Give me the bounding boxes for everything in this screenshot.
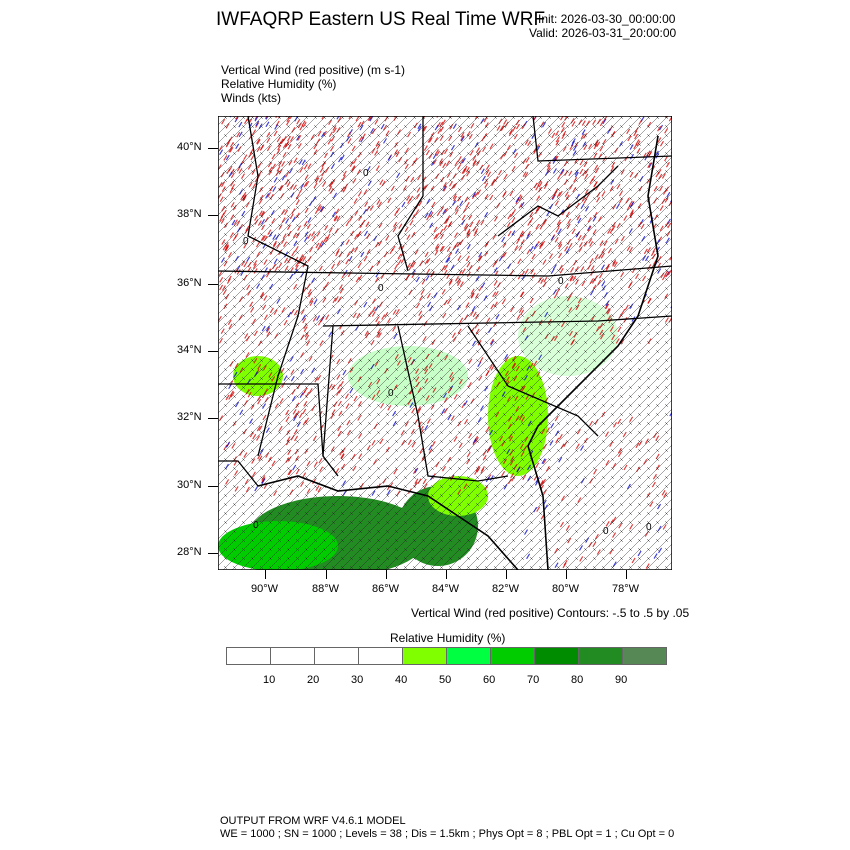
- lat-tick: [208, 148, 218, 149]
- lat-tick: [208, 284, 218, 285]
- lon-tick-label: 90°W: [251, 583, 279, 595]
- colorbar-box: [491, 648, 535, 664]
- colorbar-box: [447, 648, 491, 664]
- plot-title: IWFAQRP Eastern US Real Time WRF: [216, 9, 546, 30]
- colorbar-label: 90: [615, 674, 628, 686]
- lon-tick: [265, 570, 266, 579]
- colorbar-label: 60: [483, 674, 496, 686]
- colorbar-label: 10: [263, 674, 276, 686]
- contour-label: 0: [253, 520, 259, 531]
- colorbar-box: [227, 648, 271, 664]
- colorbar-box: [579, 648, 623, 664]
- lon-tick-label: 86°W: [372, 583, 400, 595]
- lon-tick: [566, 570, 567, 579]
- contour-info: Vertical Wind (red positive) Contours: -…: [411, 606, 690, 620]
- colorbar-label: 50: [439, 674, 452, 686]
- wind-barbs: [218, 116, 672, 570]
- contour-label: 0: [378, 283, 384, 294]
- valid-time: Valid: 2026-03-31_20:00:00: [529, 26, 677, 40]
- lon-tick: [506, 570, 507, 579]
- humidity-colorbar: [226, 647, 667, 665]
- colorbar-label: 20: [307, 674, 320, 686]
- lon-tick: [446, 570, 447, 579]
- colorbar-box: [623, 648, 666, 664]
- contour-label: 0: [603, 526, 609, 537]
- lon-tick-label: 88°W: [312, 583, 340, 595]
- footer-settings: WE = 1000 ; SN = 1000 ; Levels = 38 ; Di…: [220, 828, 675, 840]
- lat-tick-label: 36°N: [177, 277, 202, 289]
- lat-tick: [208, 351, 218, 352]
- colorbar-label: 30: [351, 674, 364, 686]
- colorbar-box: [403, 648, 447, 664]
- contour-label: 0: [243, 236, 249, 247]
- lat-tick: [208, 486, 218, 487]
- contour-label: 0: [558, 276, 564, 287]
- field-winds: Winds (kts): [221, 91, 281, 105]
- lat-tick-label: 32°N: [177, 411, 202, 423]
- lat-tick-label: 34°N: [177, 344, 202, 356]
- colorbar-label: 40: [395, 674, 408, 686]
- lat-tick-label: 30°N: [177, 479, 202, 491]
- colorbar-title: Relative Humidity (%): [390, 631, 506, 645]
- lon-tick: [326, 570, 327, 579]
- colorbar-label: 80: [571, 674, 584, 686]
- contour-label: 0: [646, 522, 652, 533]
- state-borders: [218, 116, 672, 570]
- footer-model: OUTPUT FROM WRF V4.6.1 MODEL: [220, 815, 406, 827]
- colorbar-box: [271, 648, 315, 664]
- lat-tick-label: 40°N: [177, 141, 202, 153]
- lat-tick: [208, 215, 218, 216]
- contour-label: 0: [363, 168, 369, 179]
- init-time: Init: 2026-03-30_00:00:00: [538, 12, 676, 26]
- lat-tick: [208, 418, 218, 419]
- lon-tick-label: 78°W: [612, 583, 640, 595]
- field-relative-humidity: Relative Humidity (%): [221, 77, 337, 91]
- lon-tick: [386, 570, 387, 579]
- colorbar-box: [315, 648, 359, 664]
- colorbar-box: [359, 648, 403, 664]
- field-vertical-wind: Vertical Wind (red positive) (m s-1): [221, 63, 406, 77]
- lon-tick: [626, 570, 627, 579]
- weather-map: 0 0 0 0 0 0 0 0: [218, 116, 672, 570]
- colorbar-label: 70: [527, 674, 540, 686]
- lat-tick-label: 38°N: [177, 208, 202, 220]
- lat-tick-label: 28°N: [177, 546, 202, 558]
- lon-tick-label: 84°W: [432, 583, 460, 595]
- contour-label: 0: [388, 388, 394, 399]
- colorbar-box: [535, 648, 579, 664]
- lon-tick-label: 82°W: [492, 583, 520, 595]
- lon-tick-label: 80°W: [552, 583, 580, 595]
- lat-tick: [208, 553, 218, 554]
